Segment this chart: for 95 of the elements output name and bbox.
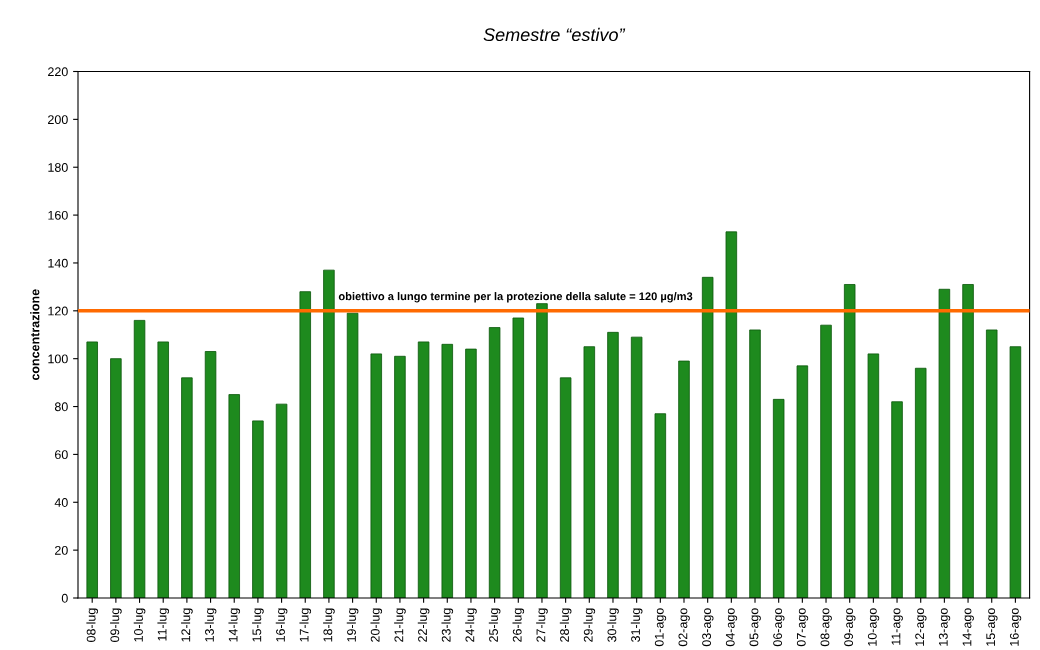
bar xyxy=(583,346,596,598)
x-tick-label: 16-ago xyxy=(1009,608,1022,646)
x-tick-label: 21-lug xyxy=(394,608,406,642)
y-tick-label: 120 xyxy=(48,306,68,316)
bar xyxy=(228,394,240,598)
x-tick-label: 16-lug xyxy=(275,608,288,642)
x-tick-label: 01-ago xyxy=(654,608,667,647)
bar xyxy=(370,353,383,598)
x-tick-label: 10-lug xyxy=(133,608,146,642)
bar xyxy=(749,329,761,598)
x-tick-label: 10-ago xyxy=(867,608,880,646)
y-tick-label: 200 xyxy=(48,115,68,125)
bar xyxy=(985,329,998,598)
bar xyxy=(701,276,714,598)
bar xyxy=(559,377,572,598)
bar xyxy=(323,269,335,598)
x-tick-label: 06-ago xyxy=(773,608,785,647)
y-tick-label: 60 xyxy=(55,450,68,460)
bar xyxy=(275,403,288,598)
x-tick-label: 04-ago xyxy=(725,608,738,647)
x-tick-label: 31-lug xyxy=(630,608,643,642)
x-tick-label: 14-ago xyxy=(962,608,974,646)
chart-title: Semestre “estivo” xyxy=(483,27,626,42)
x-tick-label: 25-lug xyxy=(488,608,501,642)
x-tick-label: 17-lug xyxy=(299,608,312,642)
bar xyxy=(914,367,927,598)
bar xyxy=(630,336,643,598)
y-tick-label: 80 xyxy=(54,402,68,412)
x-tick-label: 11-ago xyxy=(891,608,903,645)
bar xyxy=(417,341,430,598)
bar xyxy=(796,365,809,598)
x-tick-label: 29-lug xyxy=(583,608,596,642)
y-tick-label: 140 xyxy=(48,258,68,268)
bar xyxy=(843,284,856,598)
bar xyxy=(299,291,311,598)
x-tick-label: 08-ago xyxy=(820,608,832,647)
x-tick-label: 28-lug xyxy=(559,608,572,642)
bar xyxy=(346,312,359,598)
x-tick-label: 11-lug xyxy=(157,608,170,641)
y-tick-label: 220 xyxy=(48,67,68,77)
x-tick-label: 15-ago xyxy=(986,608,998,646)
x-tick-label: 09-ago xyxy=(844,608,856,647)
bar xyxy=(867,353,880,598)
x-tick-label: 05-ago xyxy=(749,608,761,647)
bar xyxy=(820,324,832,598)
x-tick-label: 13-lug xyxy=(204,608,217,642)
bar xyxy=(891,401,903,598)
bar xyxy=(536,303,548,598)
x-tick-label: 20-lug xyxy=(370,608,383,642)
x-tick-label: 13-ago xyxy=(938,608,951,646)
x-tick-label: 27-lug xyxy=(536,608,548,642)
bar xyxy=(654,413,667,598)
x-tick-label: 14-lug xyxy=(228,608,241,642)
x-tick-label: 08-lug xyxy=(86,608,99,642)
x-tick-label: 26-lug xyxy=(512,608,525,642)
bar xyxy=(394,355,406,598)
x-tick-label: 18-lug xyxy=(323,608,335,642)
bar xyxy=(512,317,525,598)
bar xyxy=(607,331,619,598)
bar xyxy=(110,358,122,598)
bar xyxy=(725,231,738,598)
ref-line-label: obiettivo a lungo termine per la protezione della salute = 120 µg/m3 xyxy=(338,292,693,303)
x-tick-label: 30-lug xyxy=(607,608,619,642)
bar xyxy=(938,288,951,598)
bar xyxy=(441,343,454,598)
bar xyxy=(133,319,146,598)
y-tick-label: 20 xyxy=(55,545,68,555)
bar xyxy=(252,420,264,598)
bar xyxy=(181,377,193,598)
bar xyxy=(157,341,169,598)
bar xyxy=(204,351,217,598)
x-tick-label: 22-lug xyxy=(417,608,430,642)
bar xyxy=(465,348,477,598)
y-tick-label: 180 xyxy=(48,163,68,172)
bar xyxy=(962,284,974,598)
x-tick-label: 15-lug xyxy=(252,608,264,642)
x-tick-label: 12-lug xyxy=(181,608,193,642)
bar xyxy=(1009,346,1022,598)
y-tick-label: 40 xyxy=(54,498,68,507)
bar xyxy=(772,398,785,598)
x-tick-label: 12-ago xyxy=(915,608,927,646)
x-tick-label: 02-ago xyxy=(678,608,690,647)
y-tick-label: 160 xyxy=(48,210,68,220)
x-tick-label: 03-ago xyxy=(702,608,714,647)
bar xyxy=(678,360,690,598)
y-tick-label: 0 xyxy=(61,593,68,603)
y-tick-label: 100 xyxy=(48,354,68,364)
x-tick-label: 09-lug xyxy=(110,608,122,642)
x-tick-label: 24-lug xyxy=(465,608,477,642)
bar xyxy=(488,327,501,598)
x-tick-label: 19-lug xyxy=(346,608,359,642)
y-axis-title: concentrazione xyxy=(30,289,40,381)
x-tick-label: 07-ago xyxy=(796,608,809,647)
bar xyxy=(86,341,98,598)
x-tick-label: 23-lug xyxy=(441,608,454,642)
